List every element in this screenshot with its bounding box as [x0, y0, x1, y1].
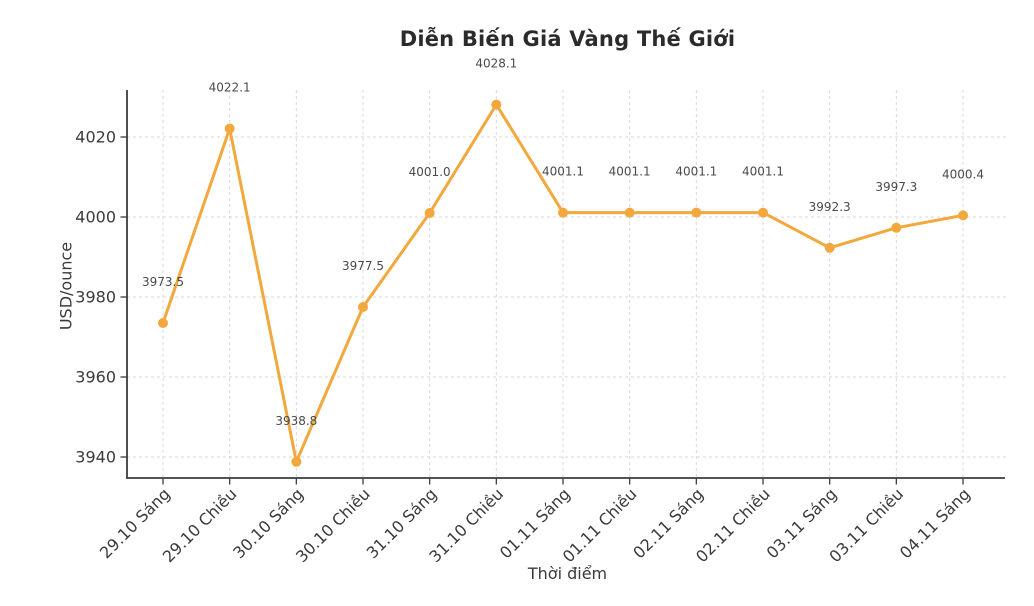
data-point-label: 3997.3 [875, 180, 917, 194]
data-point-marker [758, 207, 769, 218]
data-point-marker [291, 456, 302, 467]
data-point-label: 3992.3 [809, 200, 851, 214]
y-tick-label: 4020 [75, 128, 116, 147]
data-point-label: 4001.1 [675, 165, 717, 179]
data-point-marker [158, 318, 168, 328]
data-point-label: 4001.0 [409, 165, 451, 179]
y-tick-label: 3960 [75, 368, 116, 387]
x-tick-label: 04.11 Sáng [896, 484, 974, 562]
data-point-marker [624, 207, 635, 218]
data-point-marker [824, 242, 835, 253]
data-point-marker [958, 210, 969, 221]
data-point-label: 4000.4 [942, 167, 984, 181]
y-tick-label: 3980 [75, 288, 116, 307]
data-point-marker [424, 208, 435, 218]
data-point-label: 4028.1 [475, 57, 517, 71]
x-axis-label: Thời điểm [527, 564, 608, 583]
data-point-label: 3977.5 [342, 259, 384, 273]
data-point-marker [224, 123, 235, 134]
data-point-label: 4001.1 [542, 165, 584, 179]
data-point-marker [358, 302, 369, 312]
y-axis-label: USD/ounce [56, 241, 76, 331]
y-tick-label: 4000 [75, 208, 116, 227]
data-point-label: 4022.1 [209, 81, 251, 95]
data-point-marker [491, 99, 502, 110]
data-point-label: 3938.8 [275, 414, 317, 428]
data-point-marker [558, 207, 569, 218]
data-point-marker [691, 207, 702, 218]
chart-title: Diễn Biến Giá Vàng Thế Giới [399, 27, 736, 51]
data-point-label: 4001.1 [609, 165, 651, 179]
data-point-label: 3973.5 [142, 275, 184, 289]
data-point-marker [891, 222, 902, 233]
data-point-label: 4001.1 [742, 165, 784, 179]
y-tick-label: 3940 [75, 448, 116, 467]
